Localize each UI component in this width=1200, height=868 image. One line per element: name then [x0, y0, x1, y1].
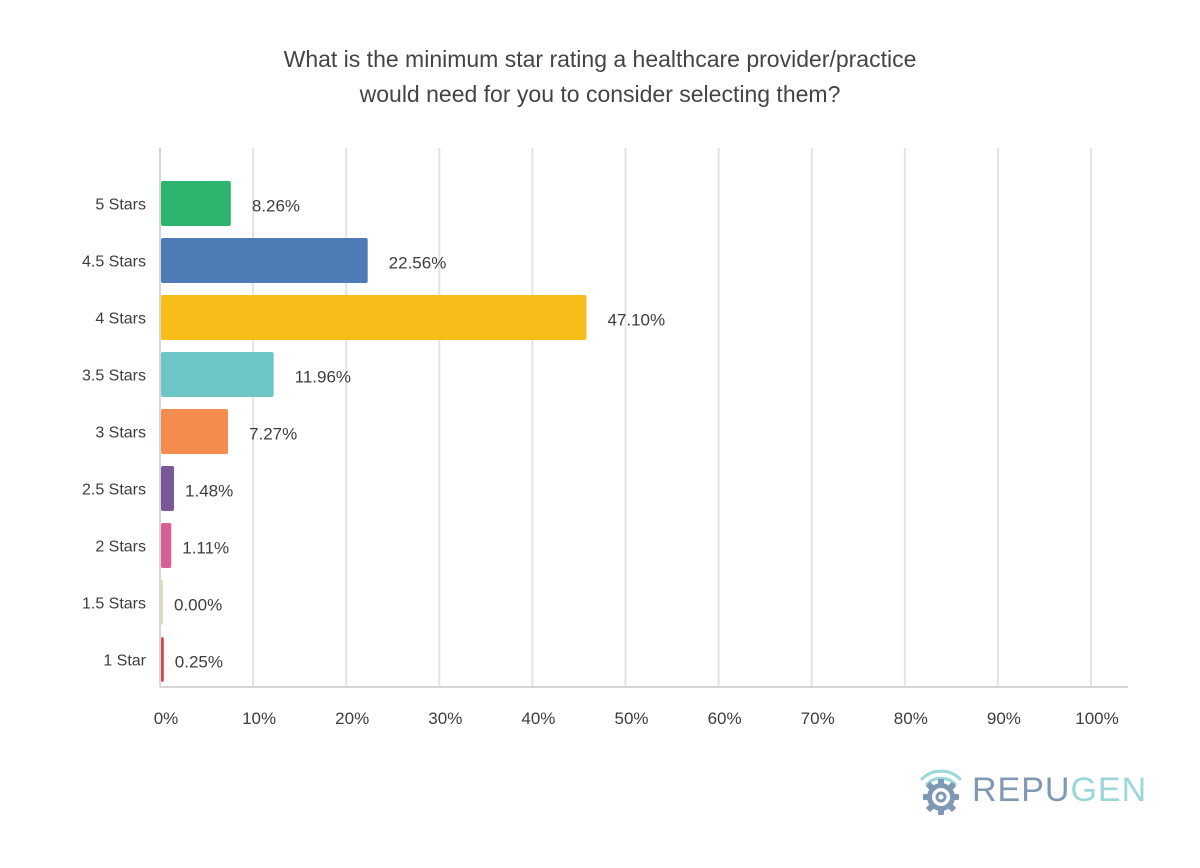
bar	[161, 238, 368, 283]
x-tick-label: 40%	[521, 709, 555, 728]
logo-wordmark: REPUGEN	[972, 770, 1147, 810]
chart-title-line-2: would need for you to consider selecting…	[359, 81, 841, 107]
x-axis-ticks: 0% 10% 20% 30% 40% 50% 60% 70% 80% 90% 100%	[154, 709, 1119, 728]
x-tick-label: 70%	[801, 709, 835, 728]
bar	[161, 181, 231, 226]
logo-text-gen: GEN	[1070, 771, 1148, 809]
category-label: 4 Stars	[95, 311, 146, 328]
bar	[161, 523, 172, 568]
category-label: 1.5 Stars	[82, 596, 146, 613]
category-label: 2.5 Stars	[82, 482, 146, 499]
bars	[161, 181, 587, 682]
category-label: 2 Stars	[95, 539, 146, 556]
x-tick-label: 30%	[428, 709, 462, 728]
x-tick-label: 0%	[154, 709, 179, 728]
x-tick-label: 90%	[987, 709, 1021, 728]
data-label: 0.00%	[174, 596, 222, 615]
gear-wifi-icon	[920, 769, 962, 815]
chart-title: What is the minimum star rating a health…	[0, 42, 1200, 112]
x-tick-label: 50%	[614, 709, 648, 728]
category-label: 1 Star	[103, 653, 146, 670]
x-tick-label: 80%	[894, 709, 928, 728]
category-label: 4.5 Stars	[82, 254, 146, 271]
gridlines	[159, 148, 1128, 688]
category-labels: 5 Stars 4.5 Stars 4 Stars 3.5 Stars 3 Stars 2…	[82, 197, 147, 670]
repugen-logo: REPUGEN	[912, 764, 1152, 818]
bar	[161, 637, 164, 682]
x-tick-label: 60%	[708, 709, 742, 728]
data-label: 47.10%	[607, 311, 665, 330]
data-label: 11.96%	[295, 368, 351, 387]
category-label: 3 Stars	[95, 425, 146, 442]
data-label: 0.25%	[175, 653, 223, 672]
data-label: 22.56%	[389, 254, 447, 273]
data-label: 1.11%	[182, 539, 229, 558]
x-tick-label: 100%	[1075, 709, 1118, 728]
x-tick-label: 10%	[242, 709, 276, 728]
bar	[161, 295, 587, 340]
bar	[161, 409, 229, 454]
logo-text-repu: REPU	[972, 771, 1071, 809]
data-label: 8.26%	[252, 197, 300, 216]
bar	[161, 580, 163, 625]
bar	[161, 466, 175, 511]
x-tick-label: 20%	[335, 709, 369, 728]
category-label: 3.5 Stars	[82, 368, 146, 385]
data-label: 1.48%	[185, 482, 233, 501]
data-labels: 8.26% 22.56% 47.10% 11.96% 7.27% 1.48% 1.11% 0.…	[174, 197, 665, 672]
data-label: 7.27%	[249, 425, 297, 444]
chart-title-line-1: What is the minimum star rating a health…	[283, 46, 917, 72]
category-label: 5 Stars	[95, 197, 146, 214]
bar	[161, 352, 274, 397]
